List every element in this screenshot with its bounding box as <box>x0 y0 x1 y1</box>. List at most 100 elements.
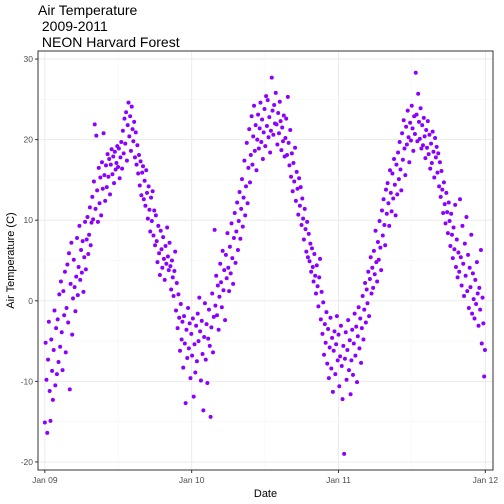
data-point <box>423 134 427 138</box>
data-point <box>398 140 402 144</box>
data-point <box>66 321 70 325</box>
data-point <box>351 373 355 377</box>
data-point <box>48 389 52 393</box>
data-point <box>238 190 242 194</box>
data-point <box>373 272 377 276</box>
data-point <box>352 341 356 345</box>
data-point <box>155 260 159 264</box>
data-point <box>359 361 363 365</box>
data-point <box>176 292 180 296</box>
data-point <box>250 163 254 167</box>
data-point <box>245 141 249 145</box>
data-point <box>119 140 123 144</box>
data-point <box>100 160 104 164</box>
data-point <box>483 348 487 352</box>
data-point <box>217 328 221 332</box>
data-point <box>271 133 275 137</box>
data-point <box>242 159 246 163</box>
data-point <box>220 305 224 309</box>
data-point <box>401 158 405 162</box>
data-point <box>167 268 171 272</box>
data-point <box>316 284 320 288</box>
data-point <box>327 376 331 380</box>
data-point <box>269 129 273 133</box>
data-point <box>111 155 115 159</box>
data-point <box>246 201 250 205</box>
data-point <box>175 281 179 285</box>
data-point <box>120 167 124 171</box>
data-point <box>179 302 183 306</box>
data-point <box>477 286 481 290</box>
data-point <box>57 360 61 364</box>
data-point <box>386 181 390 185</box>
data-point <box>413 132 417 136</box>
data-point <box>296 213 300 217</box>
data-point <box>309 270 313 274</box>
data-point <box>62 313 66 317</box>
data-point <box>394 213 398 217</box>
data-point <box>315 263 319 267</box>
data-point <box>472 297 476 301</box>
data-point <box>51 398 55 402</box>
data-point <box>218 262 222 266</box>
data-point <box>463 242 467 246</box>
data-point <box>328 346 332 350</box>
data-point <box>192 395 196 399</box>
data-point <box>194 324 198 328</box>
y-tick-label: -10 <box>21 376 34 386</box>
data-point <box>454 265 458 269</box>
data-point <box>428 167 432 171</box>
data-point <box>370 292 374 296</box>
data-point <box>468 285 472 289</box>
data-point <box>143 179 147 183</box>
data-point <box>203 301 207 305</box>
data-point <box>305 220 309 224</box>
data-point <box>361 294 365 298</box>
data-point <box>186 306 190 310</box>
data-point <box>171 275 175 279</box>
data-point <box>235 200 239 204</box>
data-point <box>397 177 401 181</box>
data-point <box>79 248 83 252</box>
data-point <box>146 217 150 221</box>
data-point <box>270 76 274 80</box>
data-point <box>101 187 105 191</box>
data-point <box>446 231 450 235</box>
data-point <box>402 147 406 151</box>
data-point <box>372 249 376 253</box>
data-point <box>456 250 460 254</box>
data-point <box>188 376 192 380</box>
data-point <box>312 252 316 256</box>
data-point <box>236 248 240 252</box>
data-point <box>184 328 188 332</box>
data-point <box>357 305 361 309</box>
data-point <box>442 180 446 184</box>
data-point <box>432 176 436 180</box>
data-point <box>98 176 102 180</box>
data-point <box>402 118 406 122</box>
data-point <box>58 345 62 349</box>
data-point <box>301 217 305 221</box>
data-point <box>138 184 142 188</box>
data-point <box>481 296 485 300</box>
data-point <box>47 320 51 324</box>
data-point <box>159 229 163 233</box>
data-point <box>286 95 290 99</box>
data-point <box>94 134 98 138</box>
data-point <box>458 197 462 201</box>
data-point <box>390 171 394 175</box>
data-point <box>356 334 360 338</box>
data-point <box>408 121 412 125</box>
data-point <box>383 243 387 247</box>
data-point <box>325 362 329 366</box>
data-point <box>93 122 97 126</box>
data-point <box>456 275 460 279</box>
data-point <box>86 252 90 256</box>
data-point <box>345 378 349 382</box>
data-point <box>102 173 106 177</box>
data-point <box>43 420 47 424</box>
data-point <box>240 177 244 181</box>
data-point <box>278 100 282 104</box>
data-point <box>473 278 477 282</box>
